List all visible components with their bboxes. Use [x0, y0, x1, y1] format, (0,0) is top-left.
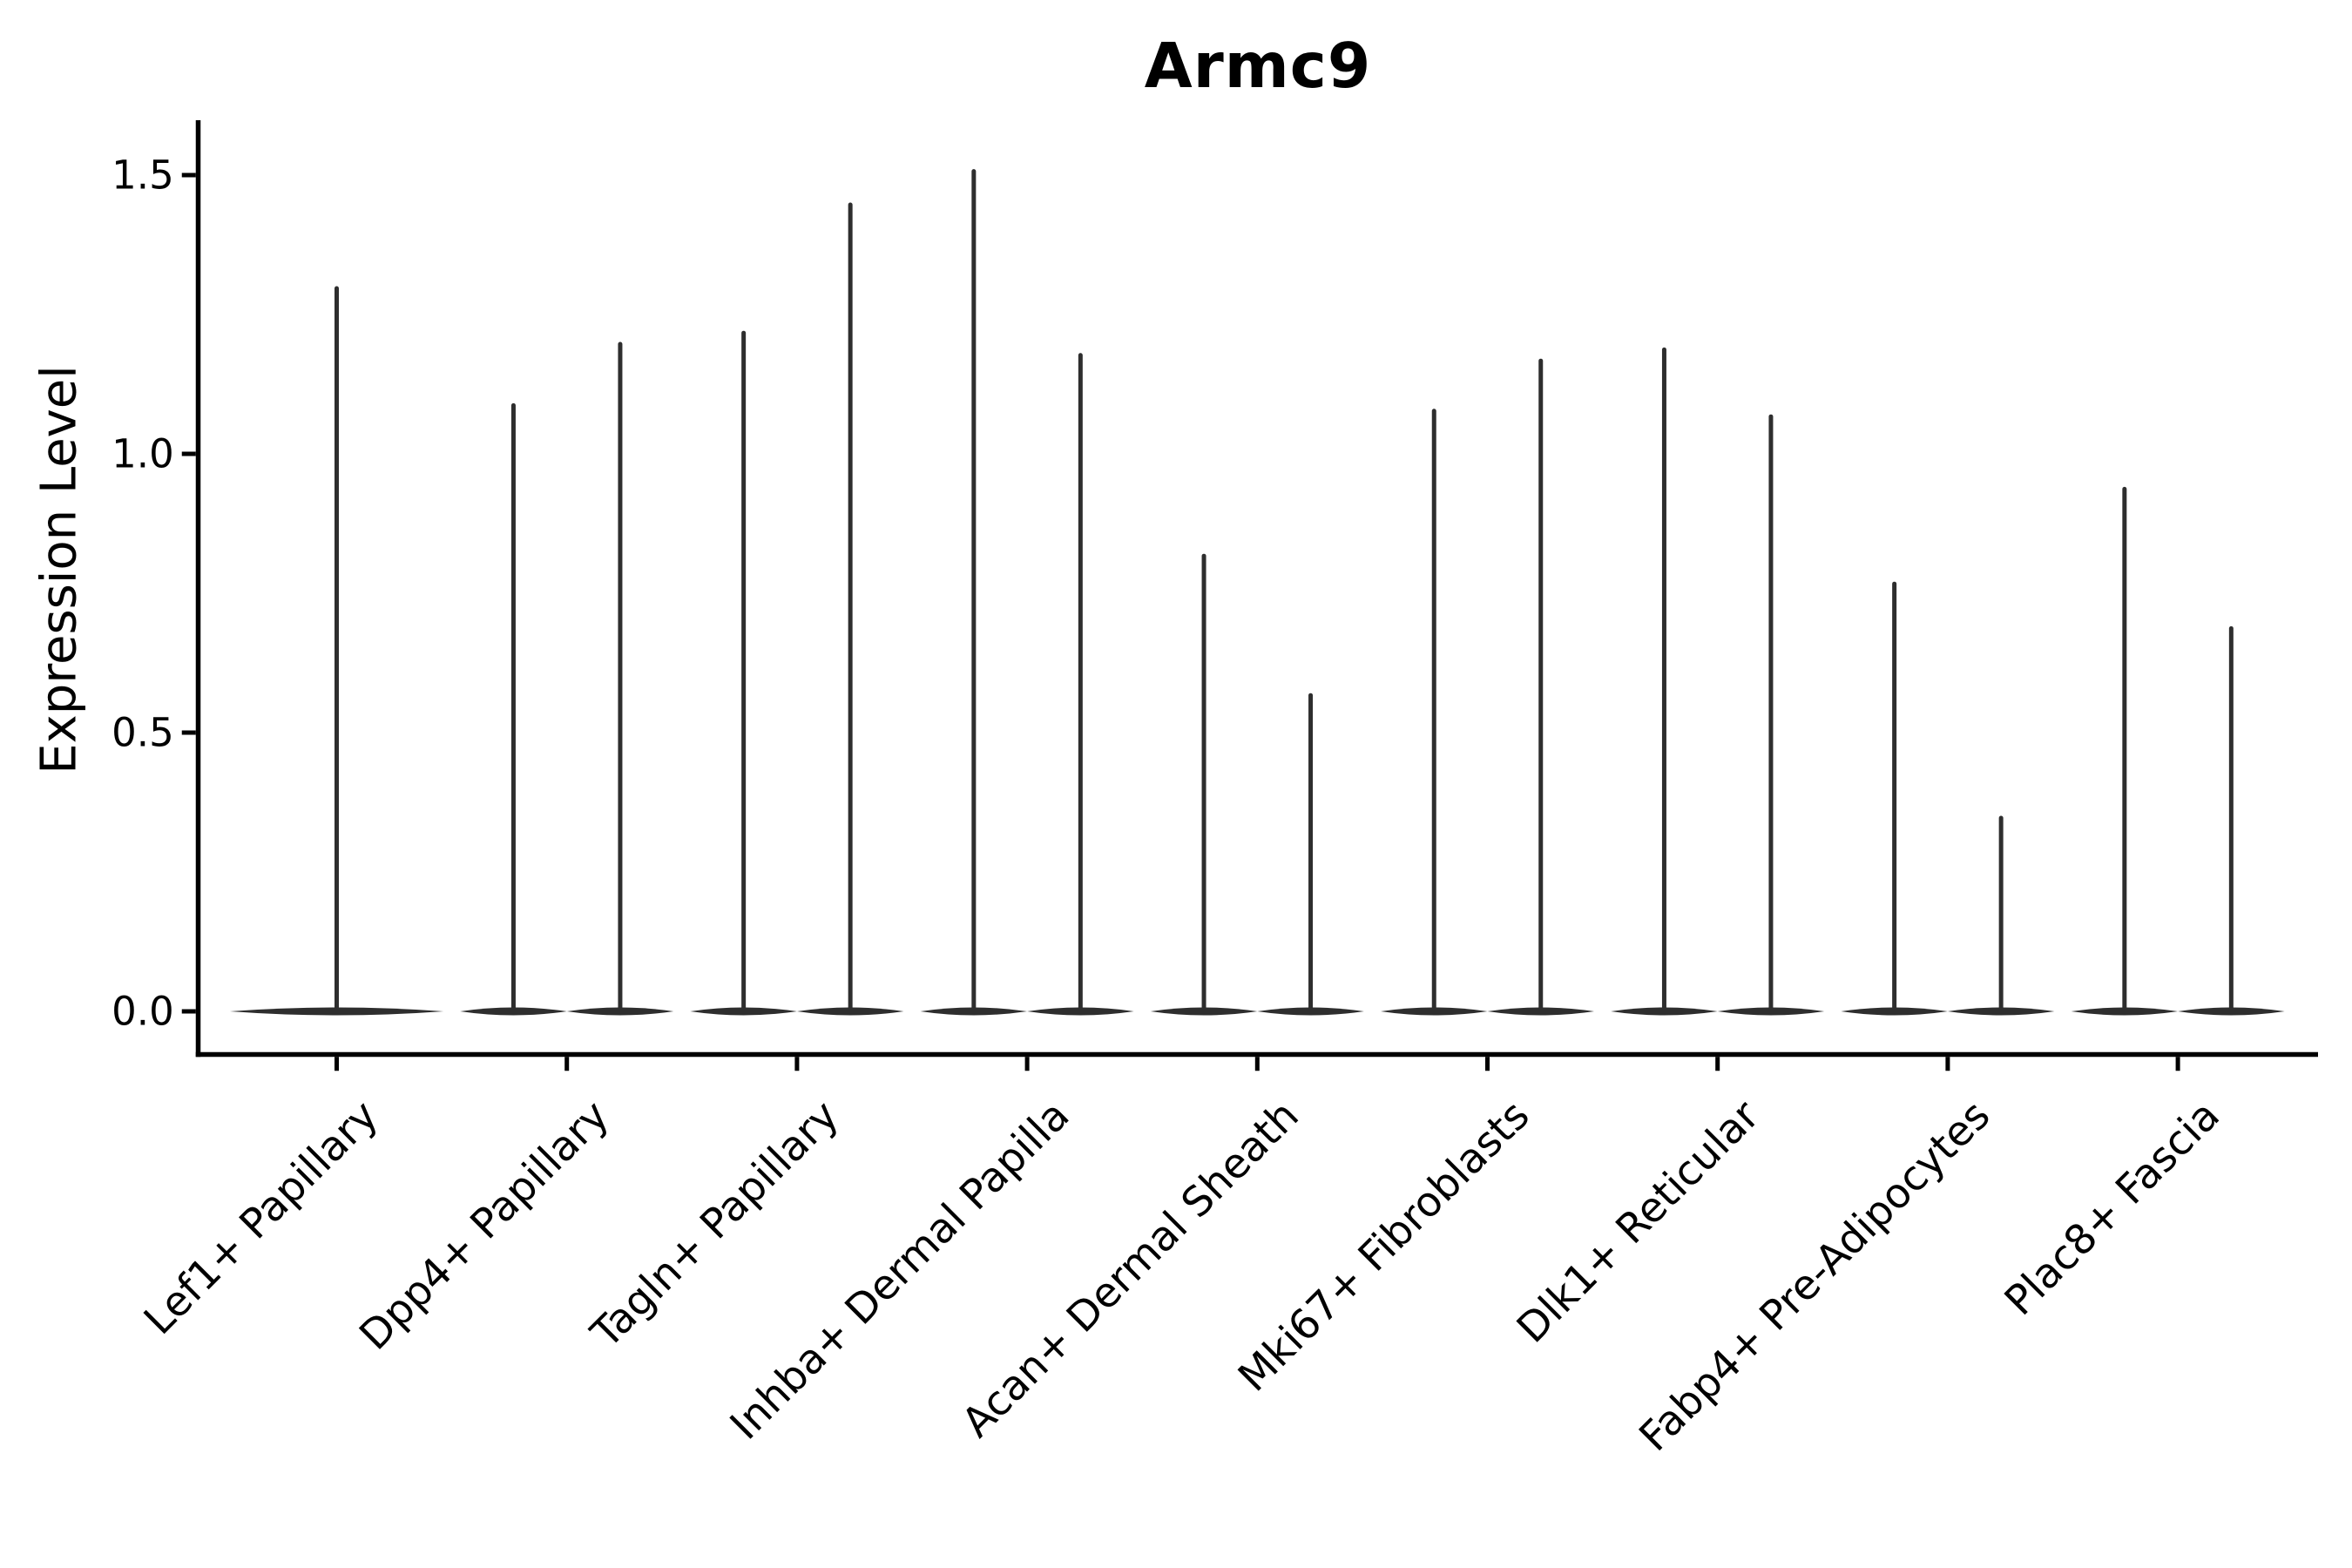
y-tick-mark — [181, 730, 196, 735]
x-tick-mark — [564, 1057, 570, 1071]
x-tick-mark — [1485, 1057, 1490, 1071]
y-tick-label: 1.5 — [112, 152, 174, 199]
y-axis-spine — [195, 120, 201, 1058]
x-tick-mark — [794, 1057, 800, 1071]
x-axis-spine — [195, 1051, 2318, 1058]
x-tick-mark — [335, 1057, 339, 1071]
x-tick-mark — [2175, 1057, 2180, 1071]
y-tick-label: 1.0 — [112, 430, 174, 477]
y-tick-mark — [181, 1009, 196, 1014]
y-tick-label: 0.0 — [112, 988, 174, 1035]
plot-title: Armc9 — [1144, 30, 1372, 102]
y-tick-mark — [181, 172, 196, 178]
x-tick-mark — [1254, 1057, 1260, 1071]
y-tick-mark — [181, 451, 196, 456]
x-tick-mark — [1024, 1057, 1030, 1071]
x-tick-mark — [1945, 1057, 1950, 1071]
y-tick-label: 0.5 — [112, 709, 174, 756]
x-tick-mark — [1715, 1057, 1720, 1071]
